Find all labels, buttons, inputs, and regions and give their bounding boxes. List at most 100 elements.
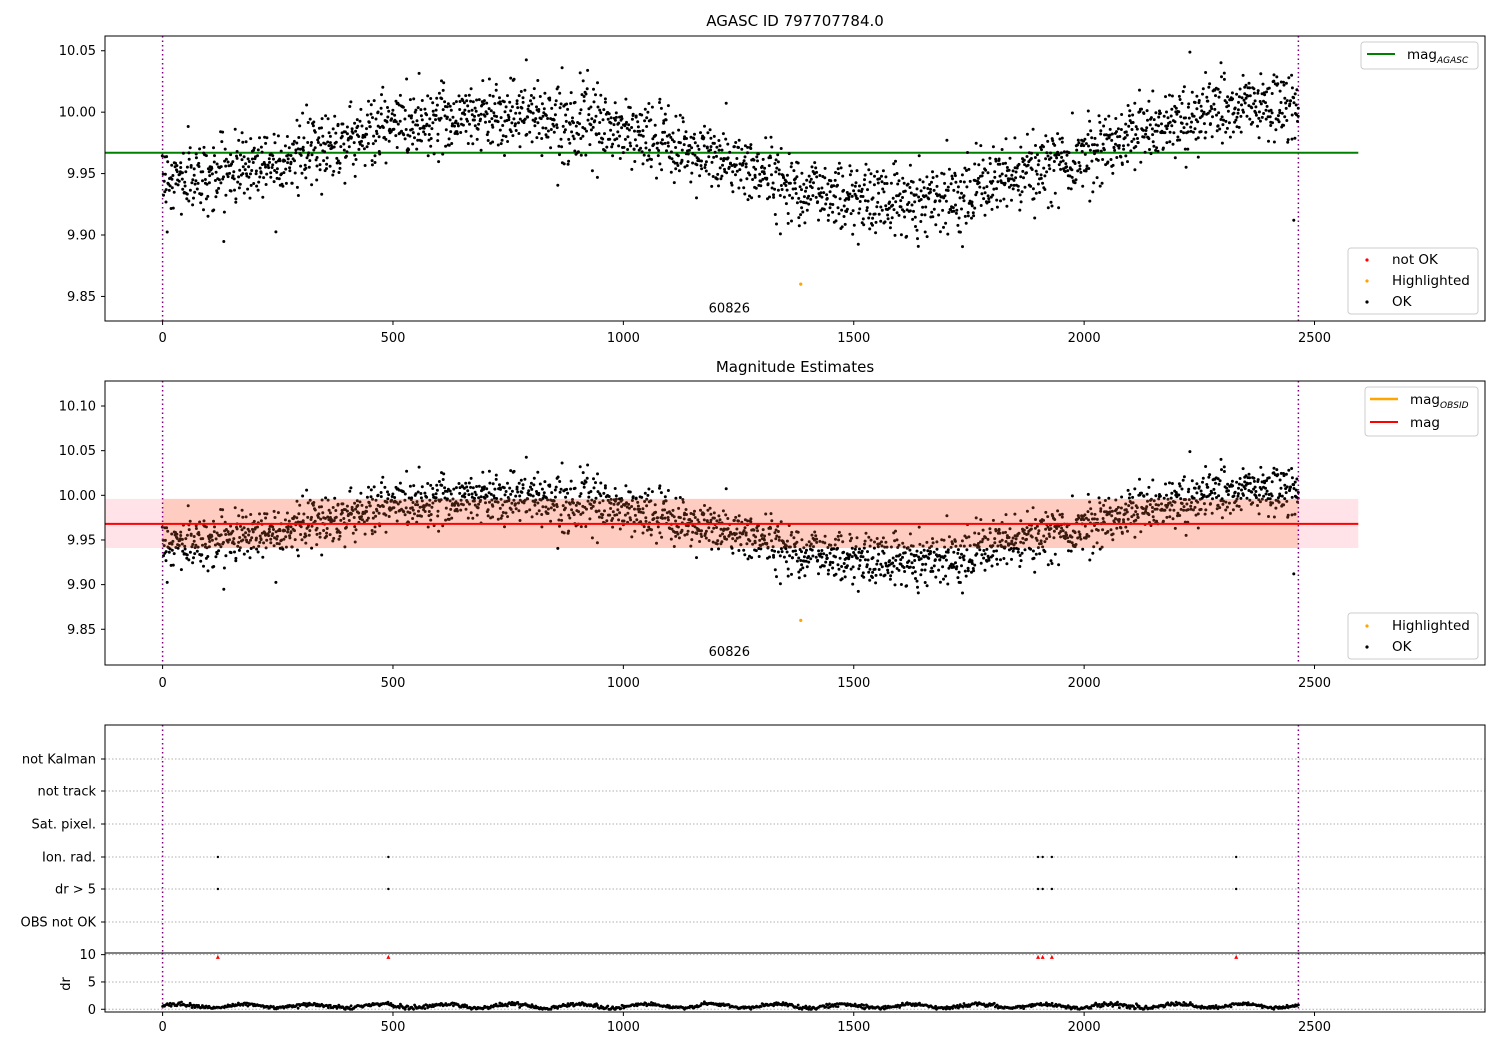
ok-point [376,110,380,114]
ok-point [1034,191,1038,195]
ok-point [674,519,678,523]
ok-point [809,197,813,201]
ok-point [1033,216,1037,220]
ok-point [1168,140,1172,144]
ok-point [1060,526,1064,530]
ok-point [411,142,415,146]
ok-point [774,528,778,532]
ok-point [1170,124,1174,128]
ok-point [381,475,385,479]
ok-point [1180,502,1184,505]
ok-point [232,542,236,546]
ok-point [1278,494,1282,498]
ok-point [1201,476,1205,480]
ok-point [698,174,702,178]
ok-point [213,525,216,529]
ok-point [1160,122,1163,126]
ok-point [966,566,970,570]
ok-point [962,180,966,184]
ok-point [407,114,411,118]
ok-point [476,506,480,510]
ok-point [1123,136,1127,140]
ok-point [916,585,919,589]
ok-point [1019,145,1023,149]
ok-point [1235,92,1239,96]
ok-point [1055,527,1059,530]
ok-point [794,187,797,191]
ok-point [917,525,921,529]
ok-point [1097,114,1101,118]
ok-point [293,529,296,533]
ok-point [975,190,979,194]
ok-point [1258,500,1262,504]
ok-point [255,547,259,551]
ok-point [1262,112,1266,115]
ok-point [1087,167,1091,170]
ok-point [363,135,367,139]
ok-point [236,180,240,184]
x-tick-label: 500 [381,676,406,691]
ok-point [929,187,932,191]
ok-point [163,538,167,542]
ok-point [765,541,769,545]
ok-point [647,102,651,105]
ok-point [179,166,183,169]
ok-point [343,130,347,134]
ok-point [321,134,325,138]
ok-point [1158,494,1162,498]
ok-point [1079,170,1083,174]
ok-point [669,170,673,174]
ok-point [310,515,313,519]
ok-point [451,122,454,126]
ok-point [640,495,644,499]
ok-point [1238,477,1242,480]
ok-point [1147,485,1151,489]
ok-point [595,510,598,514]
ok-point [447,143,451,147]
ok-point [423,491,427,495]
ok-point [283,144,287,148]
ok-point [561,124,565,128]
ok-point [428,117,432,121]
ok-point [644,141,648,145]
ok-point [804,551,807,555]
ok-point [862,223,866,227]
ok-point [1099,507,1103,511]
ok-point [398,500,402,504]
ok-point [235,154,238,158]
ok-point [373,161,377,164]
ok-point [895,172,899,175]
ok-point [1018,208,1022,212]
ok-point [377,150,381,153]
ok-point [891,561,895,565]
ok-point [923,568,927,572]
ok-point [828,551,832,555]
ok-point [226,530,230,534]
ok-point [1134,510,1138,514]
ok-point [1106,160,1110,164]
ok-point [212,146,215,150]
ok-point [212,160,216,164]
legend-mag-label: mag [1410,415,1440,431]
ok-point [710,160,714,164]
ok-point [775,166,779,170]
ok-point [837,212,841,216]
ok-point [231,540,235,544]
ok-point [979,204,983,207]
ok-point [1131,501,1135,505]
ok-point [470,495,474,499]
ok-point [609,497,613,501]
ok-point [1108,127,1112,131]
ok-point [843,222,847,226]
ok-point [811,554,815,558]
ok-point [1248,498,1252,502]
ok-point [763,534,767,538]
ok-point [657,149,661,152]
ok-point [1285,499,1289,503]
ok-point [854,194,858,198]
ok-point [315,156,319,159]
ok-point [371,142,375,146]
ok-point [357,147,361,151]
ok-point [185,553,189,557]
ok-point [219,165,223,169]
